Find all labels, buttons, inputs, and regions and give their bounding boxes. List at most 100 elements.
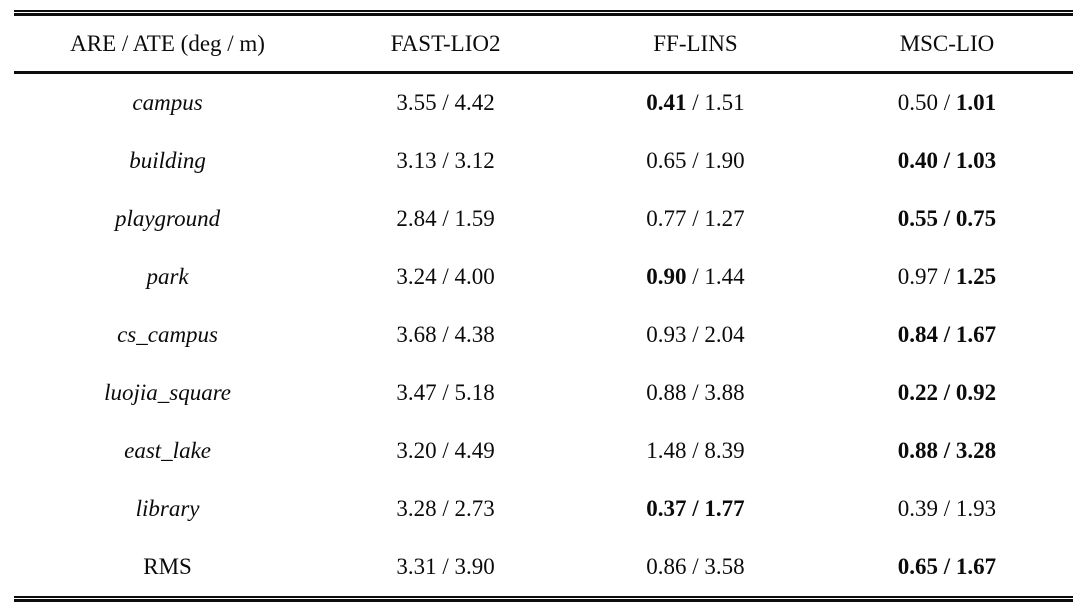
value-separator: / [938, 496, 956, 521]
metric-cell: 3.47 / 5.18 [321, 364, 570, 422]
dataset-name: building [129, 148, 206, 173]
are-value: 0.41 [646, 90, 687, 115]
metric-cell: 0.65 / 1.90 [570, 132, 821, 190]
table-row: cs_campus 3.68 / 4.38 0.93 / 2.04 0.84 / 1.… [14, 306, 1073, 364]
are-value: 1.48 [646, 438, 687, 463]
dataset-name: east_lake [124, 438, 211, 463]
table-row: park 3.24 / 4.00 0.90 / 1.44 0.97 / 1.25 [14, 248, 1073, 306]
table-row: east_lake 3.20 / 4.49 1.48 / 8.39 0.88 / 3.… [14, 422, 1073, 480]
are-value: 0.84 [897, 322, 939, 347]
are-value: 0.97 [897, 264, 939, 289]
ate-value: 1.25 [955, 264, 997, 289]
ate-value: 0.75 [955, 206, 997, 231]
results-table-wrap: ARE / ATE (deg / m) FAST-LIO2 FF-LINS MS… [14, 10, 1073, 602]
ate-value: 1.44 [704, 264, 745, 289]
are-value: 3.13 [396, 148, 437, 173]
are-value: 0.50 [897, 90, 939, 115]
are-value: 0.88 [897, 438, 939, 463]
are-value: 3.55 [396, 90, 437, 115]
table-row: campus 3.55 / 4.42 0.41 / 1.51 0.50 / 1.01 [14, 73, 1073, 133]
are-value: 2.84 [396, 206, 437, 231]
are-value: 0.86 [646, 554, 687, 579]
value-separator: / [436, 554, 455, 579]
ate-value: 3.88 [704, 380, 745, 405]
are-value: 3.24 [396, 264, 437, 289]
value-separator: / [436, 90, 455, 115]
are-value: 0.37 [646, 496, 687, 521]
are-value: 3.68 [396, 322, 437, 347]
value-separator: / [686, 380, 705, 405]
metric-cell: 3.20 / 4.49 [321, 422, 570, 480]
metric-cell: 0.97 / 1.25 [821, 248, 1073, 306]
metric-cell: 0.84 / 1.67 [821, 306, 1073, 364]
table-bottom-rule [14, 596, 1073, 602]
dataset-name: playground [114, 206, 221, 231]
metric-cell: 0.22 / 0.92 [821, 364, 1073, 422]
are-value: 0.39 [897, 496, 939, 521]
ate-value: 1.51 [704, 90, 745, 115]
ate-value: 5.18 [454, 380, 495, 405]
ate-value: 3.28 [955, 438, 997, 463]
value-separator: / [938, 148, 956, 173]
ate-value: 4.00 [454, 264, 495, 289]
metric-cell: 0.50 / 1.01 [821, 73, 1073, 133]
ate-value: 1.67 [955, 322, 997, 347]
ate-value: 3.58 [704, 554, 745, 579]
metric-cell: 0.65 / 1.67 [821, 538, 1073, 596]
ate-value: 2.73 [454, 496, 495, 521]
value-separator: / [436, 380, 455, 405]
dataset-cell: campus [14, 73, 321, 133]
dataset-name: park [146, 264, 189, 289]
are-value: 3.20 [396, 438, 437, 463]
table-header-row: ARE / ATE (deg / m) FAST-LIO2 FF-LINS MS… [14, 16, 1073, 74]
are-value: 0.90 [646, 264, 687, 289]
are-value: 0.65 [897, 554, 939, 579]
are-value: 0.40 [897, 148, 939, 173]
ate-value: 1.93 [955, 496, 997, 521]
value-separator: / [938, 554, 956, 579]
ate-value: 8.39 [704, 438, 745, 463]
dataset-cell: playground [14, 190, 321, 248]
value-separator: / [686, 554, 705, 579]
table-row: playground 2.84 / 1.59 0.77 / 1.27 0.55 / 0… [14, 190, 1073, 248]
are-value: 3.28 [396, 496, 437, 521]
are-value: 0.55 [897, 206, 939, 231]
value-separator: / [938, 264, 956, 289]
metric-cell: 0.55 / 0.75 [821, 190, 1073, 248]
ate-value: 4.38 [454, 322, 495, 347]
metric-cell: 0.40 / 1.03 [821, 132, 1073, 190]
value-separator: / [938, 438, 956, 463]
dataset-cell: library [14, 480, 321, 538]
metric-cell: 3.28 / 2.73 [321, 480, 570, 538]
dataset-cell: east_lake [14, 422, 321, 480]
metric-cell: 0.41 / 1.51 [570, 73, 821, 133]
ate-value: 3.12 [454, 148, 495, 173]
ate-value: 1.90 [704, 148, 745, 173]
table-row: building 3.13 / 3.12 0.65 / 1.90 0.40 / 1.0… [14, 132, 1073, 190]
value-separator: / [436, 438, 455, 463]
metric-cell: 3.68 / 4.38 [321, 306, 570, 364]
metric-cell: 1.48 / 8.39 [570, 422, 821, 480]
dataset-cell: building [14, 132, 321, 190]
value-separator: / [686, 322, 705, 347]
metric-cell: 0.88 / 3.88 [570, 364, 821, 422]
ate-value: 1.77 [704, 496, 745, 521]
are-value: 0.77 [646, 206, 687, 231]
metric-cell: 0.88 / 3.28 [821, 422, 1073, 480]
col-header-msc-lio: MSC-LIO [820, 16, 1073, 74]
metric-cell: 0.93 / 2.04 [570, 306, 821, 364]
value-separator: / [686, 90, 705, 115]
table-row: library 3.28 / 2.73 0.37 / 1.77 0.39 / 1.93 [14, 480, 1073, 538]
value-separator: / [938, 206, 956, 231]
value-separator: / [686, 148, 705, 173]
dataset-name: luojia_square [104, 380, 232, 405]
are-value: 0.22 [897, 380, 939, 405]
value-separator: / [938, 90, 956, 115]
metric-cell: 0.39 / 1.93 [821, 480, 1073, 538]
value-separator: / [436, 496, 455, 521]
dataset-cell: luojia_square [14, 364, 321, 422]
metric-cell: 3.24 / 4.00 [321, 248, 570, 306]
col-header-metric: ARE / ATE (deg / m) [14, 16, 322, 74]
value-separator: / [938, 322, 956, 347]
dataset-cell: RMS [14, 538, 321, 596]
